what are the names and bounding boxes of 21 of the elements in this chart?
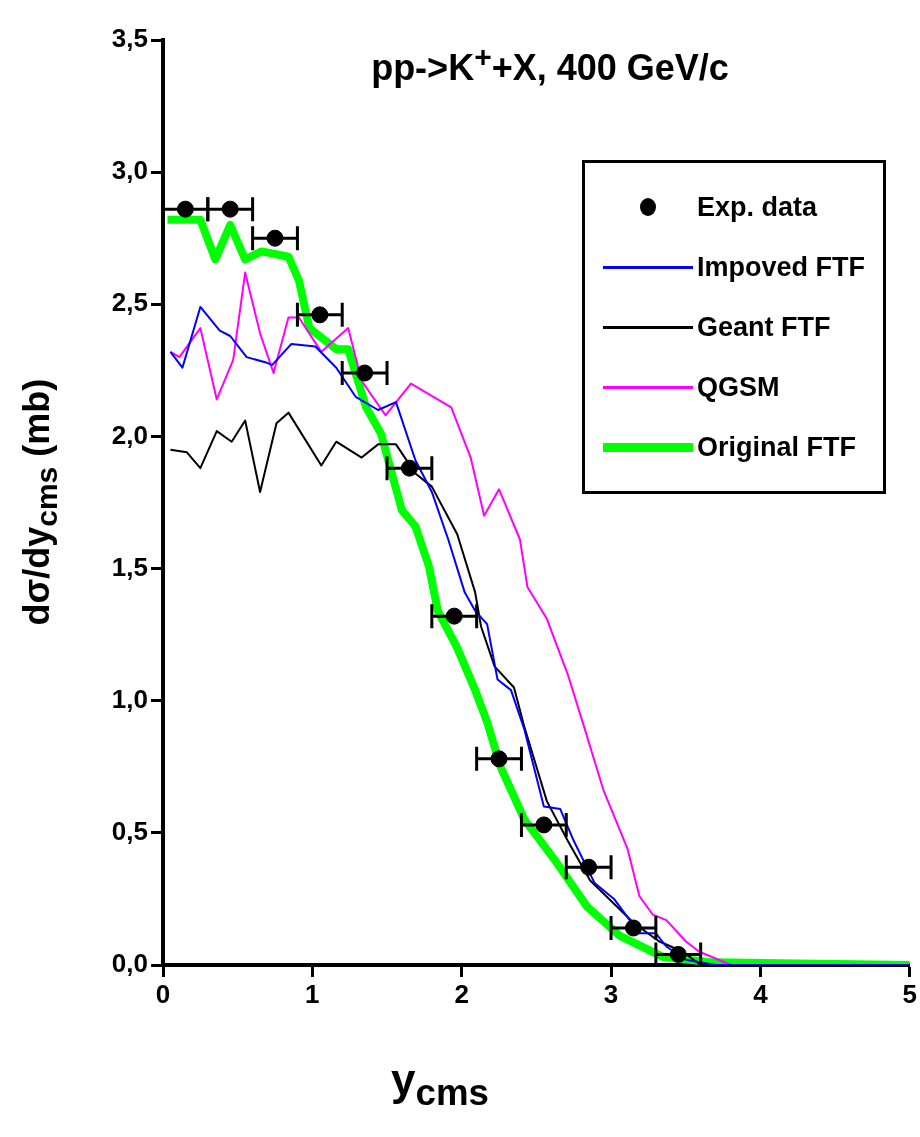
legend-label: Exp. data (697, 191, 818, 223)
x-axis-title: y$_{cms}$ (390, 1055, 490, 1114)
x-tick-label: 4 (753, 978, 769, 1009)
legend-label: Original FTF (697, 431, 856, 463)
x-tick-label: 0 (155, 978, 171, 1009)
x-tick-label: 2 (454, 978, 469, 1009)
chart-title: pp->K$^{+}$+X, 400 GeV/c (370, 40, 730, 89)
legend-label: Impoved FTF (697, 251, 865, 283)
y-tick-label: 0,0 (111, 948, 148, 979)
legend-label: QGSM (697, 371, 780, 403)
x-tick-label: 3 (603, 978, 619, 1009)
y-tick-label: 1,0 (111, 683, 148, 714)
x-tick-label: 1 (305, 978, 320, 1009)
legend-label: Geant FTF (697, 311, 831, 343)
y-tick-label: 2,5 (111, 287, 148, 318)
x-tick-label: 5 (902, 978, 917, 1009)
y-tick-label: 2,0 (111, 419, 148, 450)
y-tick-label: 3,0 (111, 155, 148, 186)
y-tick-label: 3,5 (111, 23, 148, 54)
y-tick-label: 1,5 (111, 551, 148, 582)
y-tick-label: 0,5 (111, 816, 148, 847)
